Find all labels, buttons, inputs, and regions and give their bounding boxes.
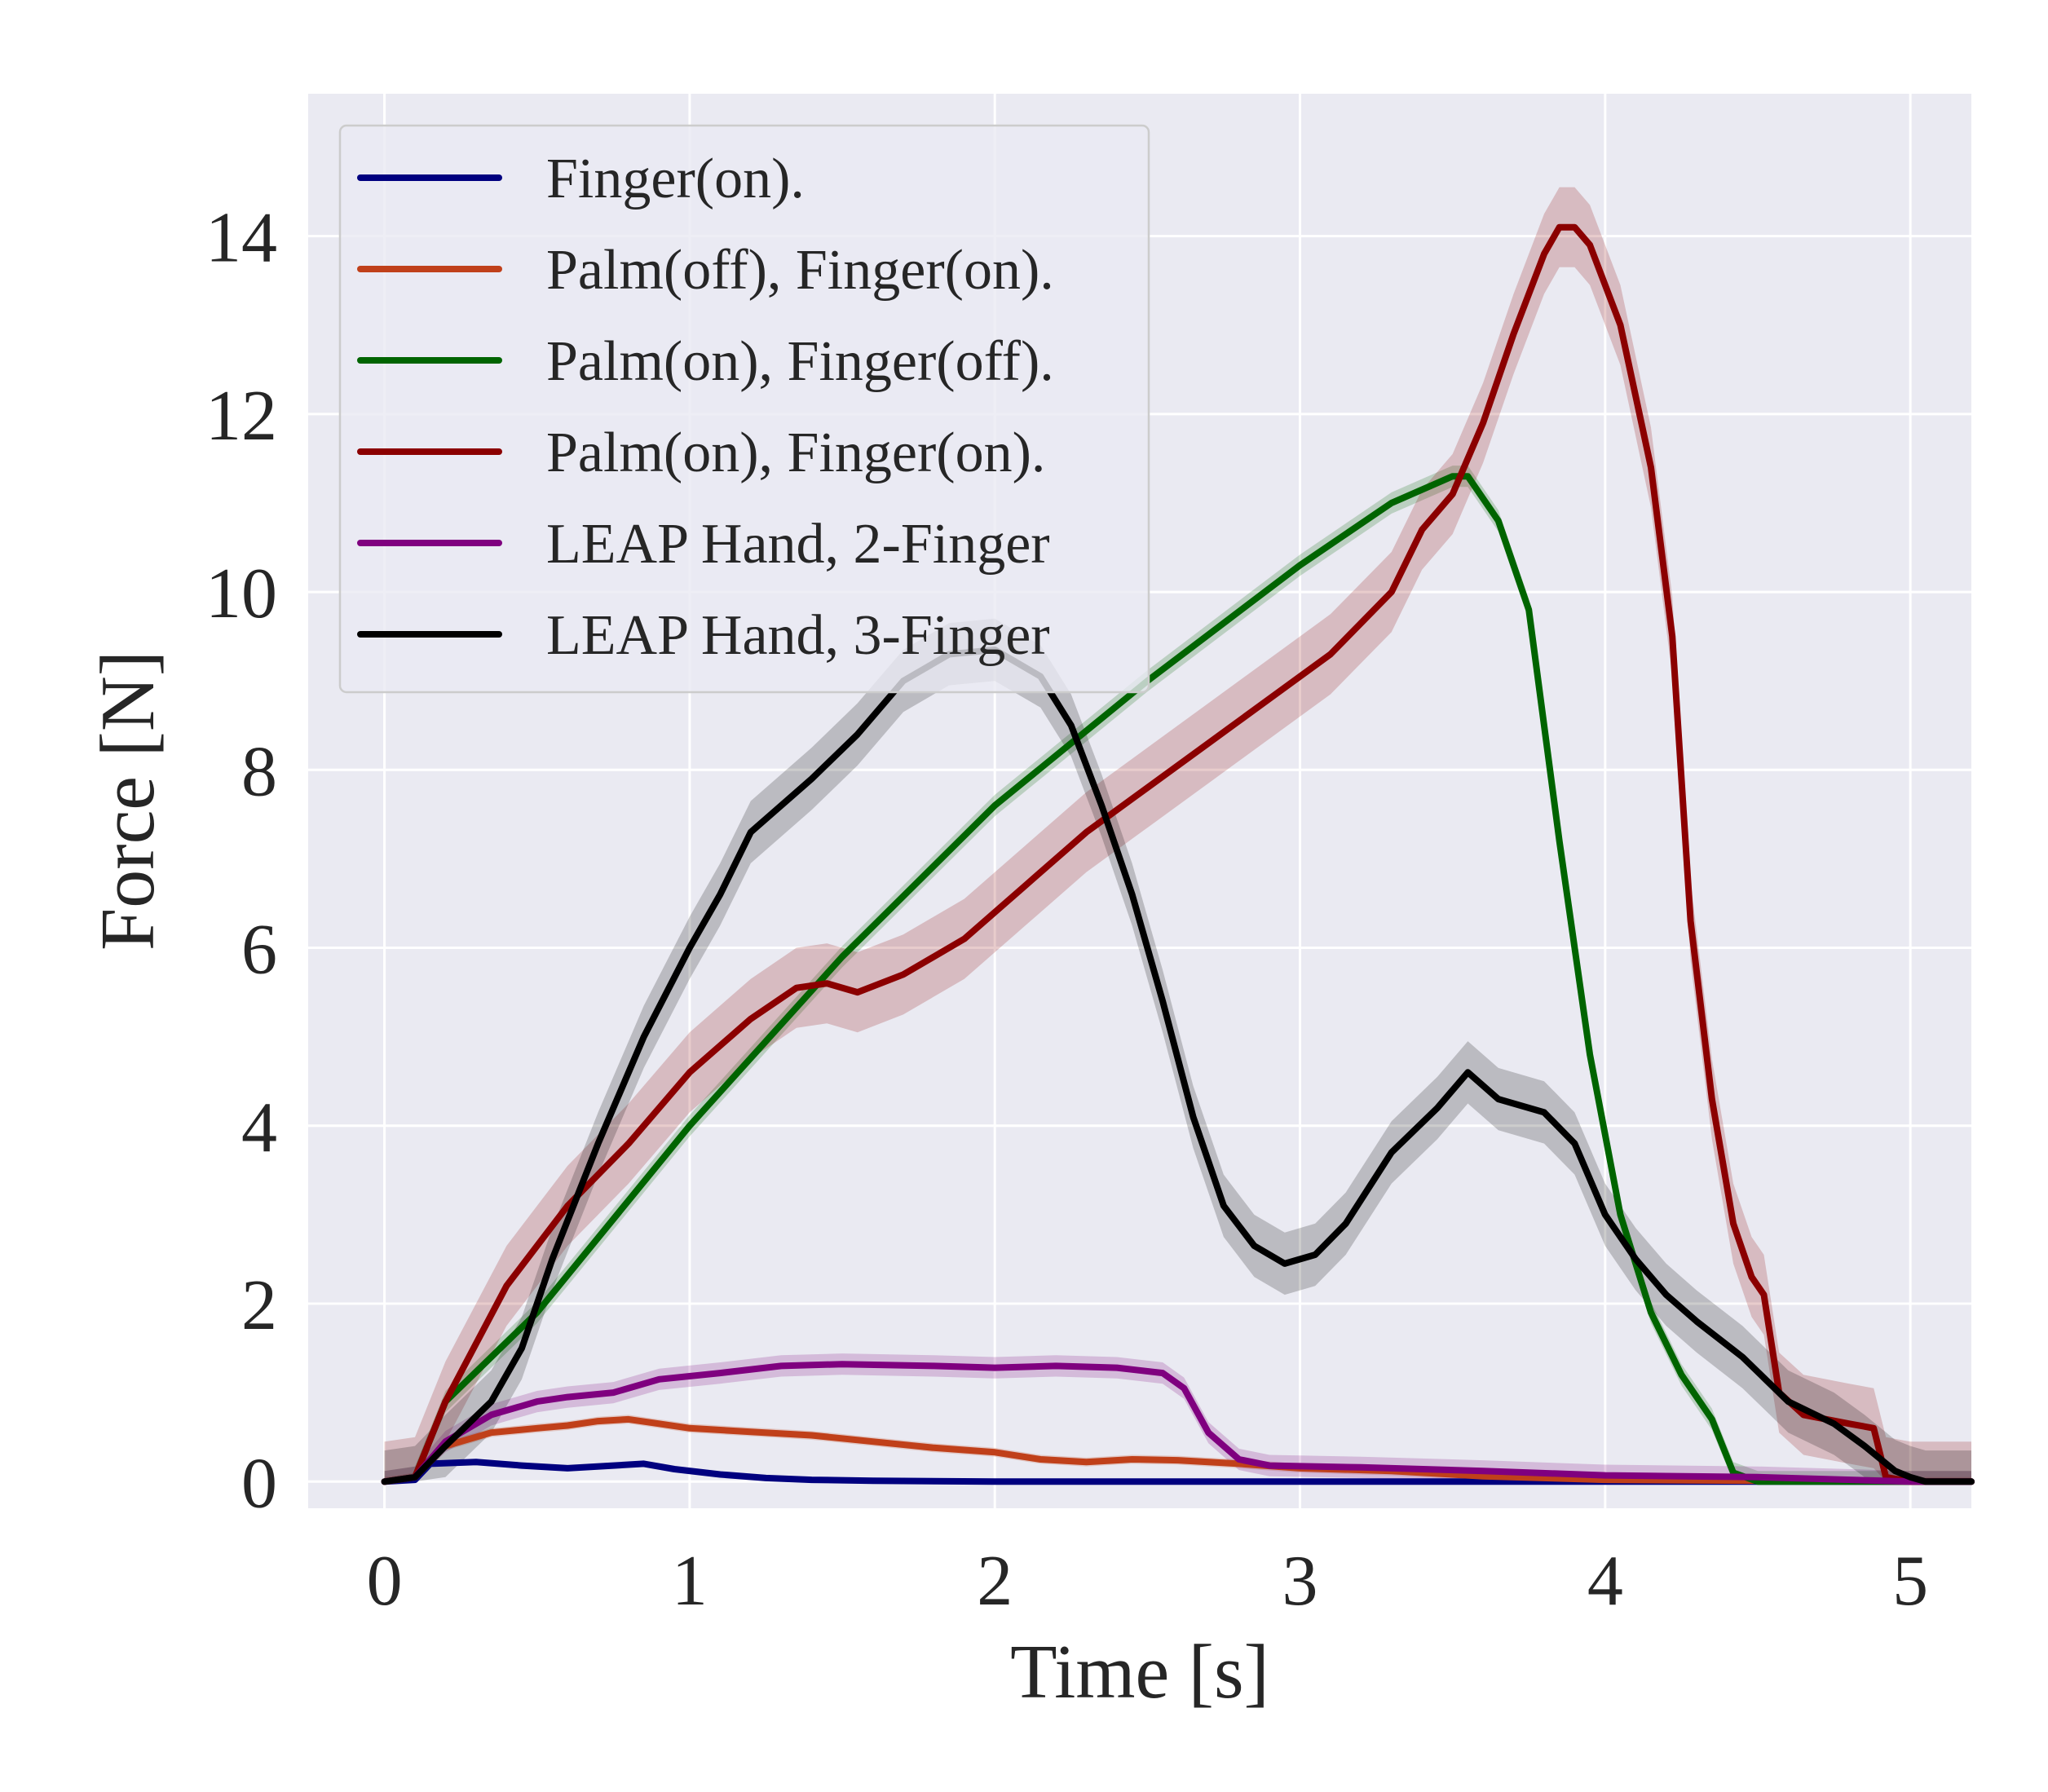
y-axis-label: Force [N] (86, 651, 170, 951)
legend-label-6: LEAP Hand, 3-Finger (546, 604, 1050, 667)
legend-label-1: Finger(on). (546, 148, 805, 210)
series-band-5 (384, 1353, 1972, 1482)
legend: Finger(on). Palm(off), Finger(on). Palm(on… (338, 124, 1150, 694)
legend-label-5: LEAP Hand, 2-Finger (546, 513, 1050, 576)
legend-label-2: Palm(off), Finger(on). (546, 239, 1054, 302)
y-tick-label: 6 (241, 911, 277, 990)
y-tick-label: 0 (241, 1444, 277, 1523)
y-tick-label: 2 (241, 1266, 277, 1345)
x-tick-label: 5 (1892, 1542, 1928, 1621)
y-tick-label: 14 (205, 199, 277, 278)
y-tick-label: 4 (241, 1088, 277, 1167)
y-tick-label: 10 (205, 554, 277, 633)
x-tick-label: 4 (1587, 1542, 1623, 1621)
y-tick-label: 8 (241, 732, 277, 811)
x-tick-label: 2 (977, 1542, 1013, 1621)
y-tick-label: 12 (205, 377, 277, 456)
series-line-3 (381, 473, 1975, 1485)
x-tick-label: 3 (1282, 1542, 1318, 1621)
series-line-4 (381, 223, 1975, 1485)
legend-label-3: Palm(on), Finger(off). (546, 330, 1054, 393)
series-line-5 (381, 1361, 1975, 1485)
series-lines (381, 223, 1975, 1485)
x-axis-label: Time [s] (1010, 1630, 1269, 1715)
x-tick-label: 1 (672, 1542, 708, 1621)
series-line-6 (381, 647, 1975, 1485)
legend-label-4: Palm(on), Finger(on). (546, 422, 1045, 484)
legend-box (338, 124, 1150, 694)
x-tick-label: 0 (367, 1542, 403, 1621)
series-line-1 (381, 1459, 1975, 1485)
